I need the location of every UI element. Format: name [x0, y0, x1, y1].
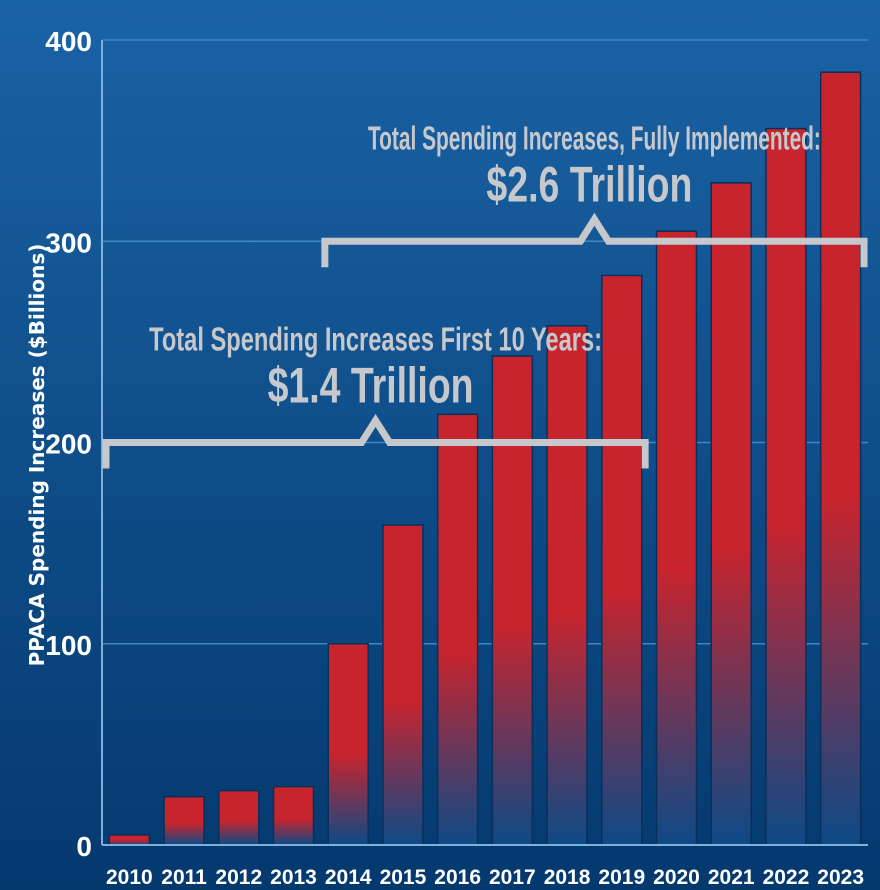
x-tick-label: 2015	[380, 866, 427, 889]
annotation-heading: Total Spending Increases, Fully Implemen…	[368, 119, 821, 156]
bar-2012	[218, 789, 260, 846]
x-tick-label: 2023	[817, 866, 864, 889]
bar-2014	[327, 643, 369, 846]
x-tick-label: 2017	[489, 866, 536, 889]
y-tick-label: 400	[45, 26, 92, 57]
bar-2021	[710, 182, 752, 846]
x-tick-label: 2010	[106, 866, 153, 889]
bars	[108, 71, 862, 846]
bar-2016	[436, 413, 479, 846]
x-tick-label: 2018	[544, 866, 591, 889]
x-tick-label: 2013	[270, 866, 317, 889]
x-tick-label: 2011	[161, 866, 207, 889]
x-tick-label: 2021	[708, 866, 755, 889]
x-tick-label: 2020	[653, 866, 700, 889]
y-tick-label: 100	[45, 630, 92, 661]
annotation-bracket	[321, 212, 868, 268]
y-tick-label: 200	[45, 429, 92, 460]
bar-2018	[546, 325, 588, 846]
bar-2017	[491, 355, 534, 846]
annotation-total: $1.4 Trillion	[268, 358, 474, 414]
bar-2011	[163, 795, 205, 846]
x-tick-label: 2019	[598, 866, 645, 889]
x-tick-label: 2014	[325, 866, 372, 889]
y-axis-label: PPACA Spending Increases ($Billions)	[25, 244, 49, 667]
bar-2015	[382, 524, 424, 846]
x-tick-label: 2012	[215, 866, 262, 889]
annotation-total: $2.6 Trillion	[486, 156, 692, 212]
bar-2020	[655, 230, 698, 846]
annotation-bracket	[102, 413, 649, 469]
axes: 0 100 200 300 400 2010 2011 2012 2013 2014 2015 201…	[45, 26, 868, 889]
y-tick-label: 0	[76, 831, 92, 862]
bar-2013	[272, 785, 315, 846]
bar-2019	[601, 274, 643, 846]
bar-2022	[765, 127, 807, 846]
x-tick-label: 2022	[763, 866, 810, 889]
annotations: Total Spending Increases First 10 Years:…	[102, 119, 868, 469]
y-tick-label: 300	[45, 227, 92, 258]
annotation-heading: Total Spending Increases First 10 Years:	[149, 321, 602, 358]
bar-2010	[108, 834, 151, 846]
x-tick-label: 2016	[434, 866, 481, 889]
bar-2023	[819, 71, 862, 846]
